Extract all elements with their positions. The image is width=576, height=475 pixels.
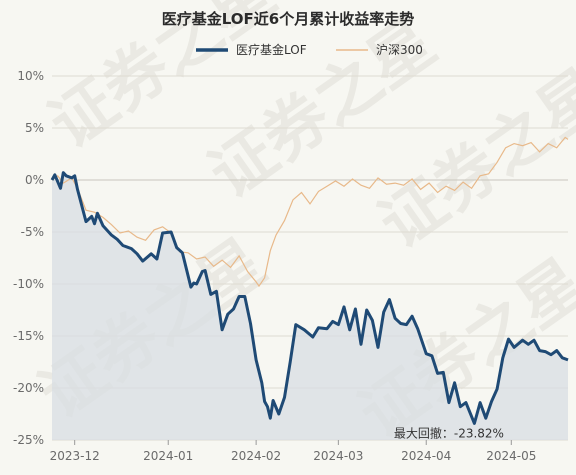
y-axis: 10% 5% 0% -5% -10% -15% -20% -25%: [13, 69, 44, 447]
x-tick-label: 2024-02: [231, 449, 281, 463]
x-tick-label: 2023-12: [50, 449, 100, 463]
y-tick-label: 10%: [17, 69, 44, 83]
legend-label-fund: 医疗基金LOF: [236, 42, 307, 57]
series-line-fund: [50, 171, 569, 425]
legend-label-index: 沪深300: [376, 43, 423, 57]
max-drawdown-annotation: 最大回撤：-23.82%: [394, 426, 504, 441]
x-axis: 2023-12 2024-01 2024-02 2024-03 2024-04 2024-…: [50, 440, 536, 463]
y-tick-label: -5%: [21, 225, 44, 239]
y-tick-label: -15%: [13, 329, 44, 343]
x-tick-label: 2024-03: [313, 449, 363, 463]
y-tick-label: -10%: [13, 277, 44, 291]
legend: 医疗基金LOF 沪深300: [196, 42, 423, 57]
x-tick-label: 2024-04: [401, 449, 451, 463]
y-tick-label: -25%: [13, 433, 44, 447]
y-tick-label: 5%: [25, 121, 44, 135]
series-line-index: [51, 136, 569, 288]
y-tick-label: -20%: [13, 381, 44, 395]
x-tick-label: 2024-05: [486, 449, 536, 463]
plot-area: [50, 136, 569, 440]
chart-title: 医疗基金LOF近6个月累计收益率走势: [162, 10, 414, 28]
x-tick-label: 2024-01: [143, 449, 193, 463]
y-tick-label: 0%: [25, 173, 44, 187]
